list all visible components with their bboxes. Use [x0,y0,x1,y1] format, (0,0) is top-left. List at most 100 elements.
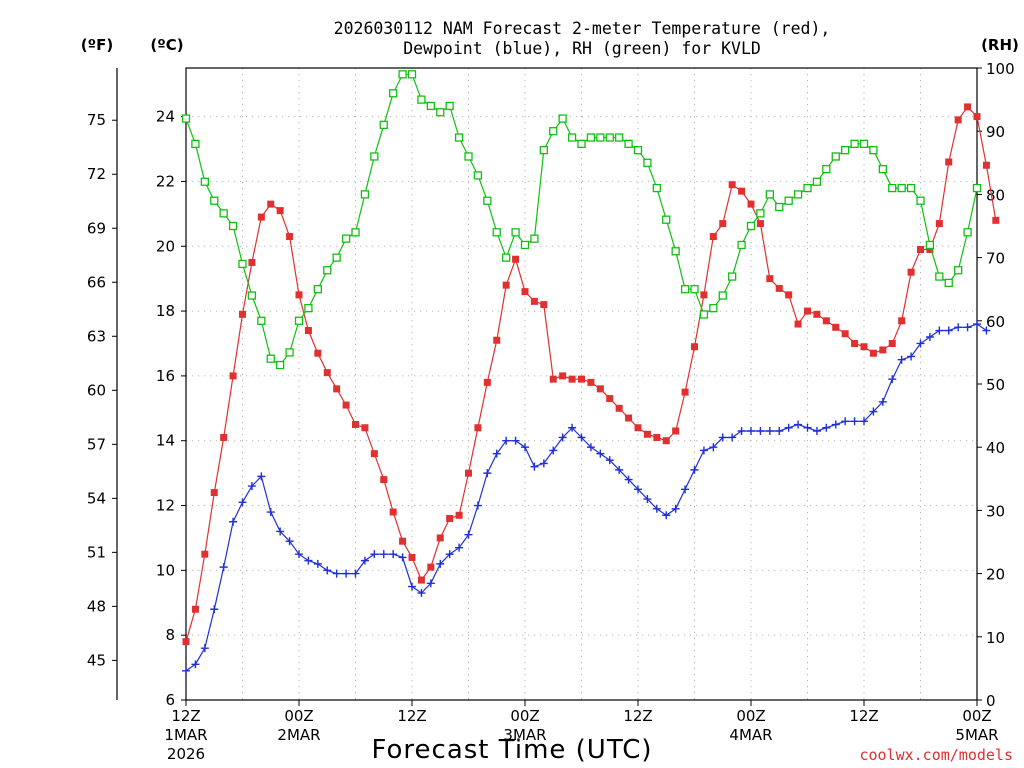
dewpoint-point [634,485,642,494]
credit-label: coolwx.com/models [859,746,1013,764]
rh-point [549,127,558,136]
x-tick-label: 5MAR [955,726,998,744]
rh-point [294,316,304,325]
temperature-point [521,288,529,296]
rh-point [888,183,897,193]
temperature-point [455,511,463,519]
axes: 6 8 10 12 14 16 18 20 22 24 45 48 51 54 57 60 63 66 69 72 75… [87,60,1015,763]
fahrenheit-tick-label: 60 [87,381,106,399]
temperature-point [747,200,755,208]
rh-point [351,228,360,237]
rh-point [407,70,417,79]
temperature-point [465,469,472,477]
temperature-point [785,291,793,299]
dewpoint-point [624,475,633,484]
temperature-point [276,207,284,215]
dewpoint-point [398,553,407,562]
temperature-point [304,327,312,335]
series [181,70,1000,675]
temperature-point [860,343,868,351]
temperature-point [427,563,435,571]
temperature-point [323,369,331,377]
plot-frame [185,67,978,701]
temperature-point [295,291,303,299]
dewpoint-point [455,543,464,552]
dewpoint-point [521,443,529,452]
fahrenheit-tick-label: 72 [87,165,106,183]
rh-tick-label: 30 [986,502,1005,520]
dewpoint-point [605,456,614,465]
rh-point [605,133,614,142]
dewpoint-point [982,326,991,335]
temperature-point [738,187,746,195]
dewpoint-point [445,550,454,559]
fahrenheit-tick-label: 57 [87,435,106,453]
temperature-point [220,433,228,441]
temperature-point [700,291,708,299]
celsius-tick-label: 12 [156,497,175,515]
rh-tick-label: 0 [986,692,996,710]
temperature-point [681,388,689,396]
temperature-point [389,508,397,516]
dewpoint-point [615,465,624,474]
rh-point [332,253,341,262]
celsius-tick-label: 6 [165,691,175,709]
dewpoint-point [935,326,944,335]
rh-point [210,196,219,205]
temperature-point [945,158,953,166]
rh-point [558,114,567,123]
temperature-point [210,489,218,497]
rh-point [304,304,313,313]
celsius-tick-label: 8 [165,626,175,644]
temperature-point [352,421,359,429]
fahrenheit-tick-label: 69 [87,219,106,237]
dewpoint-point [549,446,558,455]
fahrenheit-tick-label: 45 [87,651,106,669]
rh-point [473,171,483,180]
temperature-point [917,245,924,253]
x-tick-label: 4MAR [729,726,772,744]
celsius-axis-unit: (ºC) [150,36,183,54]
dewpoint-point [586,443,595,452]
dewpoint-point [539,459,548,468]
dewpoint-point [728,433,737,442]
rh-point [709,304,718,313]
rh-point [567,133,577,142]
rh-tick-label: 50 [986,376,1005,394]
rh-point [436,108,445,117]
temperature-point [333,385,341,393]
x-tick-label: 1MAR [164,726,207,744]
temperature-point [869,349,877,357]
rh-point [690,285,699,294]
rh-point [652,183,661,193]
celsius-tick-label: 24 [156,108,175,126]
dewpoint-point [812,426,821,435]
dewpoint-point [473,501,482,510]
dewpoint-point [888,375,897,384]
fahrenheit-tick-label: 75 [87,111,106,129]
dewpoint-point [313,559,322,568]
rh-point [859,139,869,148]
dewpoint-point [266,508,275,517]
temperature-point [286,233,294,241]
temperature-point [992,216,1000,224]
dewpoint-point [558,433,567,442]
temperature-point [314,349,322,357]
dewpoint-point [860,417,868,426]
rh-point [765,190,774,199]
dewpoint-point [276,527,285,536]
dewpoint-point [944,326,953,335]
rh-point [756,209,765,218]
rh-point [615,133,624,142]
dewpoint-point [304,556,313,565]
rh-point [737,240,746,250]
rh-tick-label: 80 [986,186,1005,204]
dewpoint-point [417,589,426,598]
temperature-point [898,317,906,325]
rh-point [191,139,200,148]
temperature-point [474,424,482,432]
rh-point [699,310,709,319]
dewpoint-point [360,556,369,565]
dewpoint-point [690,465,699,474]
temperature-point [342,401,350,409]
